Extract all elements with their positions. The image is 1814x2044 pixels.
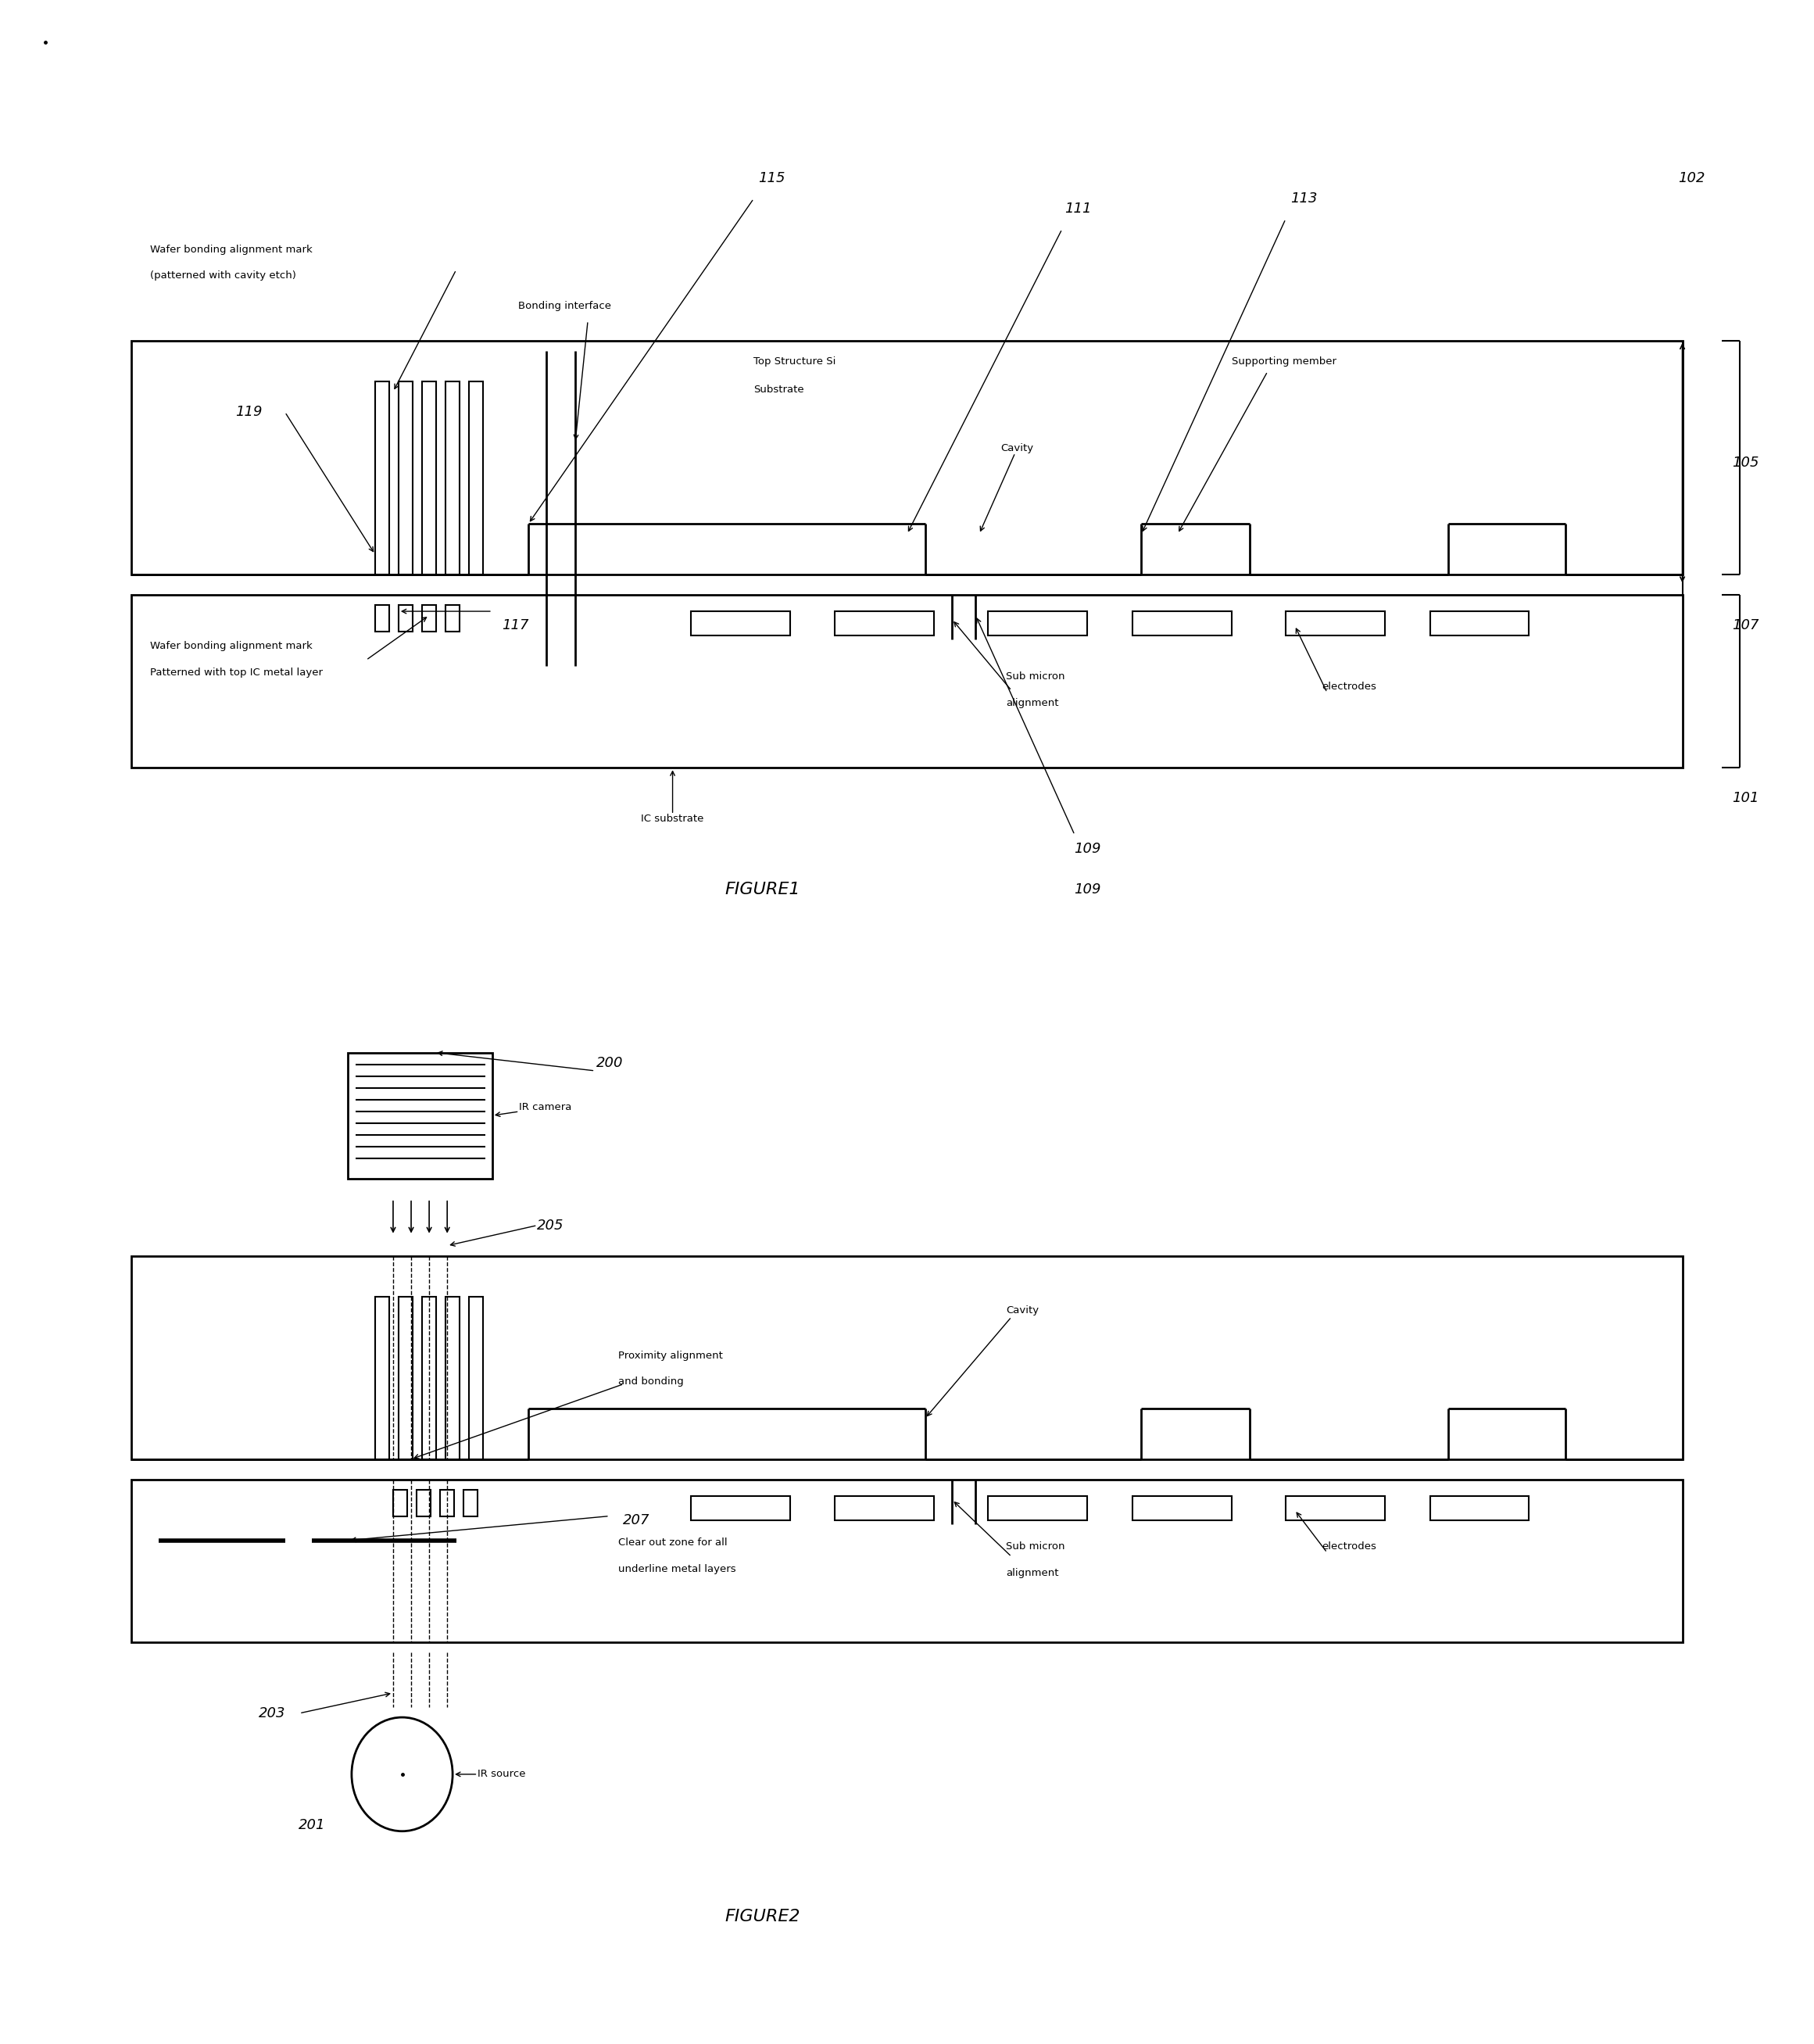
Text: underline metal layers: underline metal layers <box>619 1564 736 1574</box>
Text: alignment: alignment <box>1007 1568 1059 1578</box>
Bar <box>446 1296 459 1459</box>
Text: IR source: IR source <box>477 1770 526 1780</box>
Bar <box>1286 611 1384 636</box>
Text: 205: 205 <box>537 1218 564 1233</box>
Bar <box>132 341 1682 574</box>
Text: Proximity alignment: Proximity alignment <box>619 1351 724 1361</box>
Bar <box>1132 1496 1232 1521</box>
Text: FIGURE2: FIGURE2 <box>726 1909 800 1923</box>
Text: electrodes: electrodes <box>1322 681 1377 691</box>
Text: Cavity: Cavity <box>1007 1306 1039 1316</box>
Bar <box>1429 1496 1529 1521</box>
Text: Substrate: Substrate <box>755 384 804 394</box>
Bar <box>348 1053 492 1179</box>
Text: 117: 117 <box>502 619 530 632</box>
Bar <box>375 605 390 632</box>
Text: Bonding interface: Bonding interface <box>519 300 611 311</box>
Bar <box>375 382 390 574</box>
Text: 203: 203 <box>259 1707 287 1721</box>
Text: IR camera: IR camera <box>519 1102 571 1112</box>
Bar <box>394 1490 408 1517</box>
Text: 107: 107 <box>1732 619 1760 632</box>
Text: alignment: alignment <box>1007 697 1059 707</box>
Bar <box>423 382 437 574</box>
Bar <box>446 382 459 574</box>
Text: Sub micron: Sub micron <box>1007 1541 1065 1551</box>
Bar <box>1286 1496 1384 1521</box>
Text: 109: 109 <box>1074 842 1101 856</box>
Text: 102: 102 <box>1678 172 1705 186</box>
Text: (patterned with cavity etch): (patterned with cavity etch) <box>151 270 296 280</box>
Bar <box>417 1490 432 1517</box>
Text: Top Structure Si: Top Structure Si <box>755 356 836 366</box>
Text: Cavity: Cavity <box>1001 444 1034 454</box>
Text: electrodes: electrodes <box>1322 1541 1377 1551</box>
Bar <box>375 1296 390 1459</box>
Text: and bonding: and bonding <box>619 1378 684 1388</box>
Bar <box>423 1296 437 1459</box>
Text: 207: 207 <box>622 1513 649 1527</box>
Bar <box>132 1255 1682 1459</box>
Text: 111: 111 <box>1065 202 1092 217</box>
Text: 105: 105 <box>1732 456 1760 470</box>
Bar <box>132 595 1682 769</box>
Text: Wafer bonding alignment mark: Wafer bonding alignment mark <box>151 245 312 256</box>
Text: IC substrate: IC substrate <box>640 814 704 824</box>
Text: Wafer bonding alignment mark: Wafer bonding alignment mark <box>151 640 312 650</box>
Bar <box>399 1296 414 1459</box>
Bar <box>399 605 414 632</box>
Text: 200: 200 <box>597 1055 622 1069</box>
Bar <box>834 1496 934 1521</box>
Bar <box>834 611 934 636</box>
Text: 101: 101 <box>1732 791 1760 805</box>
Text: 115: 115 <box>758 172 785 186</box>
Text: 201: 201 <box>299 1817 325 1831</box>
Bar <box>989 611 1087 636</box>
Bar <box>463 1490 477 1517</box>
Text: 113: 113 <box>1290 192 1317 206</box>
Bar <box>989 1496 1087 1521</box>
Bar <box>132 1480 1682 1641</box>
Bar <box>468 382 483 574</box>
Text: Supporting member: Supporting member <box>1232 356 1337 366</box>
Text: Patterned with top IC metal layer: Patterned with top IC metal layer <box>151 666 323 677</box>
Bar <box>468 1296 483 1459</box>
Text: Sub micron: Sub micron <box>1007 670 1065 681</box>
Bar <box>691 1496 789 1521</box>
Bar <box>441 1490 455 1517</box>
Text: FIGURE1: FIGURE1 <box>726 883 800 897</box>
Bar <box>1429 611 1529 636</box>
Bar <box>1132 611 1232 636</box>
Text: 109: 109 <box>1074 883 1101 897</box>
Bar <box>399 382 414 574</box>
Text: 119: 119 <box>236 405 263 419</box>
Text: Clear out zone for all: Clear out zone for all <box>619 1537 727 1547</box>
Bar <box>446 605 459 632</box>
Bar <box>691 611 789 636</box>
Bar <box>423 605 437 632</box>
